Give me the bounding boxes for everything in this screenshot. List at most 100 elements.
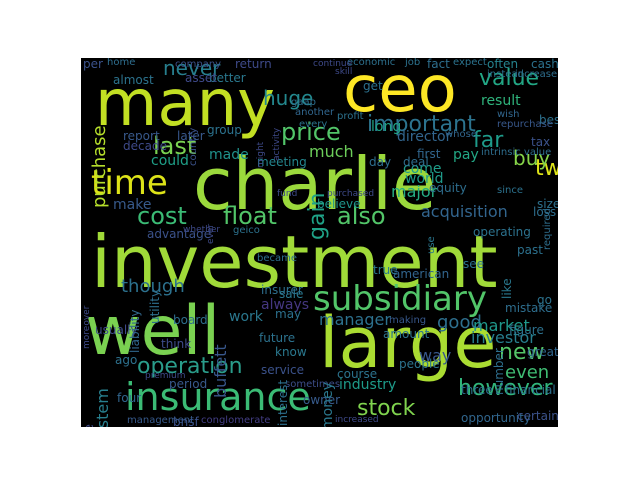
- word-vertical: moreover: [82, 305, 92, 349]
- word: many: [95, 67, 275, 141]
- word: meeting: [257, 155, 307, 169]
- word: intrinsic value: [481, 147, 552, 158]
- word: whose: [445, 129, 477, 140]
- word: never: [163, 58, 221, 80]
- word: certain: [517, 409, 558, 423]
- word: size: [537, 197, 558, 211]
- word: could: [151, 153, 189, 169]
- word-vertical: required: [542, 208, 553, 250]
- word: new: [499, 340, 545, 365]
- word-vertical: use: [426, 236, 437, 254]
- word: director: [397, 129, 452, 145]
- word: service: [261, 363, 304, 377]
- word: increased: [335, 415, 379, 425]
- word: result: [481, 93, 521, 109]
- word: people: [399, 357, 440, 371]
- word: think: [161, 337, 192, 351]
- word: per: [83, 58, 103, 71]
- word: get: [363, 79, 383, 93]
- word: continue: [313, 59, 353, 69]
- word: instead: [487, 69, 524, 80]
- word: believe: [317, 197, 361, 211]
- word: work: [229, 309, 263, 325]
- word: subsidiary: [313, 279, 487, 319]
- word-vertical: country: [188, 127, 199, 166]
- word: long: [371, 119, 402, 135]
- word: industry: [339, 377, 397, 393]
- word: time: [91, 163, 168, 203]
- word: period: [169, 377, 208, 391]
- word: profit: [337, 111, 364, 122]
- word: always: [261, 297, 310, 313]
- word: became: [257, 253, 298, 264]
- word: know: [275, 345, 307, 359]
- word: skill: [335, 67, 353, 77]
- word: see: [463, 257, 485, 271]
- word: mistake: [505, 301, 553, 315]
- word: repurchase: [497, 119, 553, 130]
- word-cloud: investment charlie many ceo well large i…: [81, 58, 558, 427]
- word: every: [299, 119, 328, 130]
- word: past: [517, 243, 543, 257]
- word: stock: [357, 396, 416, 421]
- word-vertical: might: [256, 141, 266, 168]
- word: group: [207, 123, 242, 137]
- word: first: [417, 147, 441, 161]
- word: four: [117, 391, 142, 405]
- word: go: [537, 293, 552, 307]
- word: operation: [137, 354, 243, 379]
- word: owner: [303, 393, 341, 407]
- word: equity: [429, 181, 467, 195]
- word: asset: [185, 71, 217, 85]
- word-vertical: buffett: [211, 344, 230, 398]
- word: whether: [183, 225, 221, 235]
- word: buy: [513, 146, 551, 170]
- word: good: [437, 312, 482, 333]
- word: conglomerate: [201, 415, 271, 426]
- word: since: [497, 185, 523, 196]
- word: ago: [115, 353, 138, 367]
- word: another: [295, 107, 335, 118]
- word: decade: [123, 139, 167, 153]
- word: two: [535, 156, 558, 181]
- word: making: [389, 315, 427, 326]
- word: major: [391, 182, 438, 201]
- word: better: [209, 71, 246, 85]
- word: loss: [533, 205, 557, 219]
- word: management: [127, 415, 194, 426]
- word-vertical: gain: [305, 192, 330, 240]
- word: however: [458, 376, 553, 401]
- word: increase: [515, 69, 558, 80]
- word: well: [85, 292, 221, 371]
- word: way: [419, 346, 452, 365]
- word: opportunity: [461, 411, 531, 425]
- word: advantage: [147, 227, 212, 241]
- word: bnsf: [173, 415, 199, 427]
- word: sale: [279, 287, 304, 301]
- word: float: [223, 202, 277, 230]
- word: make: [113, 197, 152, 213]
- word: cost: [137, 202, 187, 230]
- word: though: [121, 276, 185, 297]
- word: fund: [277, 189, 298, 199]
- word: ceo: [343, 58, 457, 127]
- word: gaap: [291, 97, 316, 108]
- word: financial: [505, 383, 556, 397]
- word: usually: [95, 323, 138, 337]
- word: course: [337, 367, 378, 381]
- word: day: [369, 155, 392, 169]
- word: deal: [403, 155, 429, 169]
- word: acquisition: [421, 202, 508, 221]
- word: much: [309, 142, 354, 161]
- word-vertical: liability: [128, 309, 142, 353]
- word: price: [281, 118, 341, 146]
- word: investor: [471, 328, 536, 347]
- word: purchase: [89, 125, 110, 208]
- word: large: [319, 302, 497, 384]
- word: report: [123, 129, 160, 143]
- word-vertical: money: [320, 382, 336, 427]
- word: board: [173, 313, 208, 327]
- word: may: [275, 307, 302, 321]
- word: future: [259, 331, 296, 345]
- word: insurer: [261, 283, 303, 297]
